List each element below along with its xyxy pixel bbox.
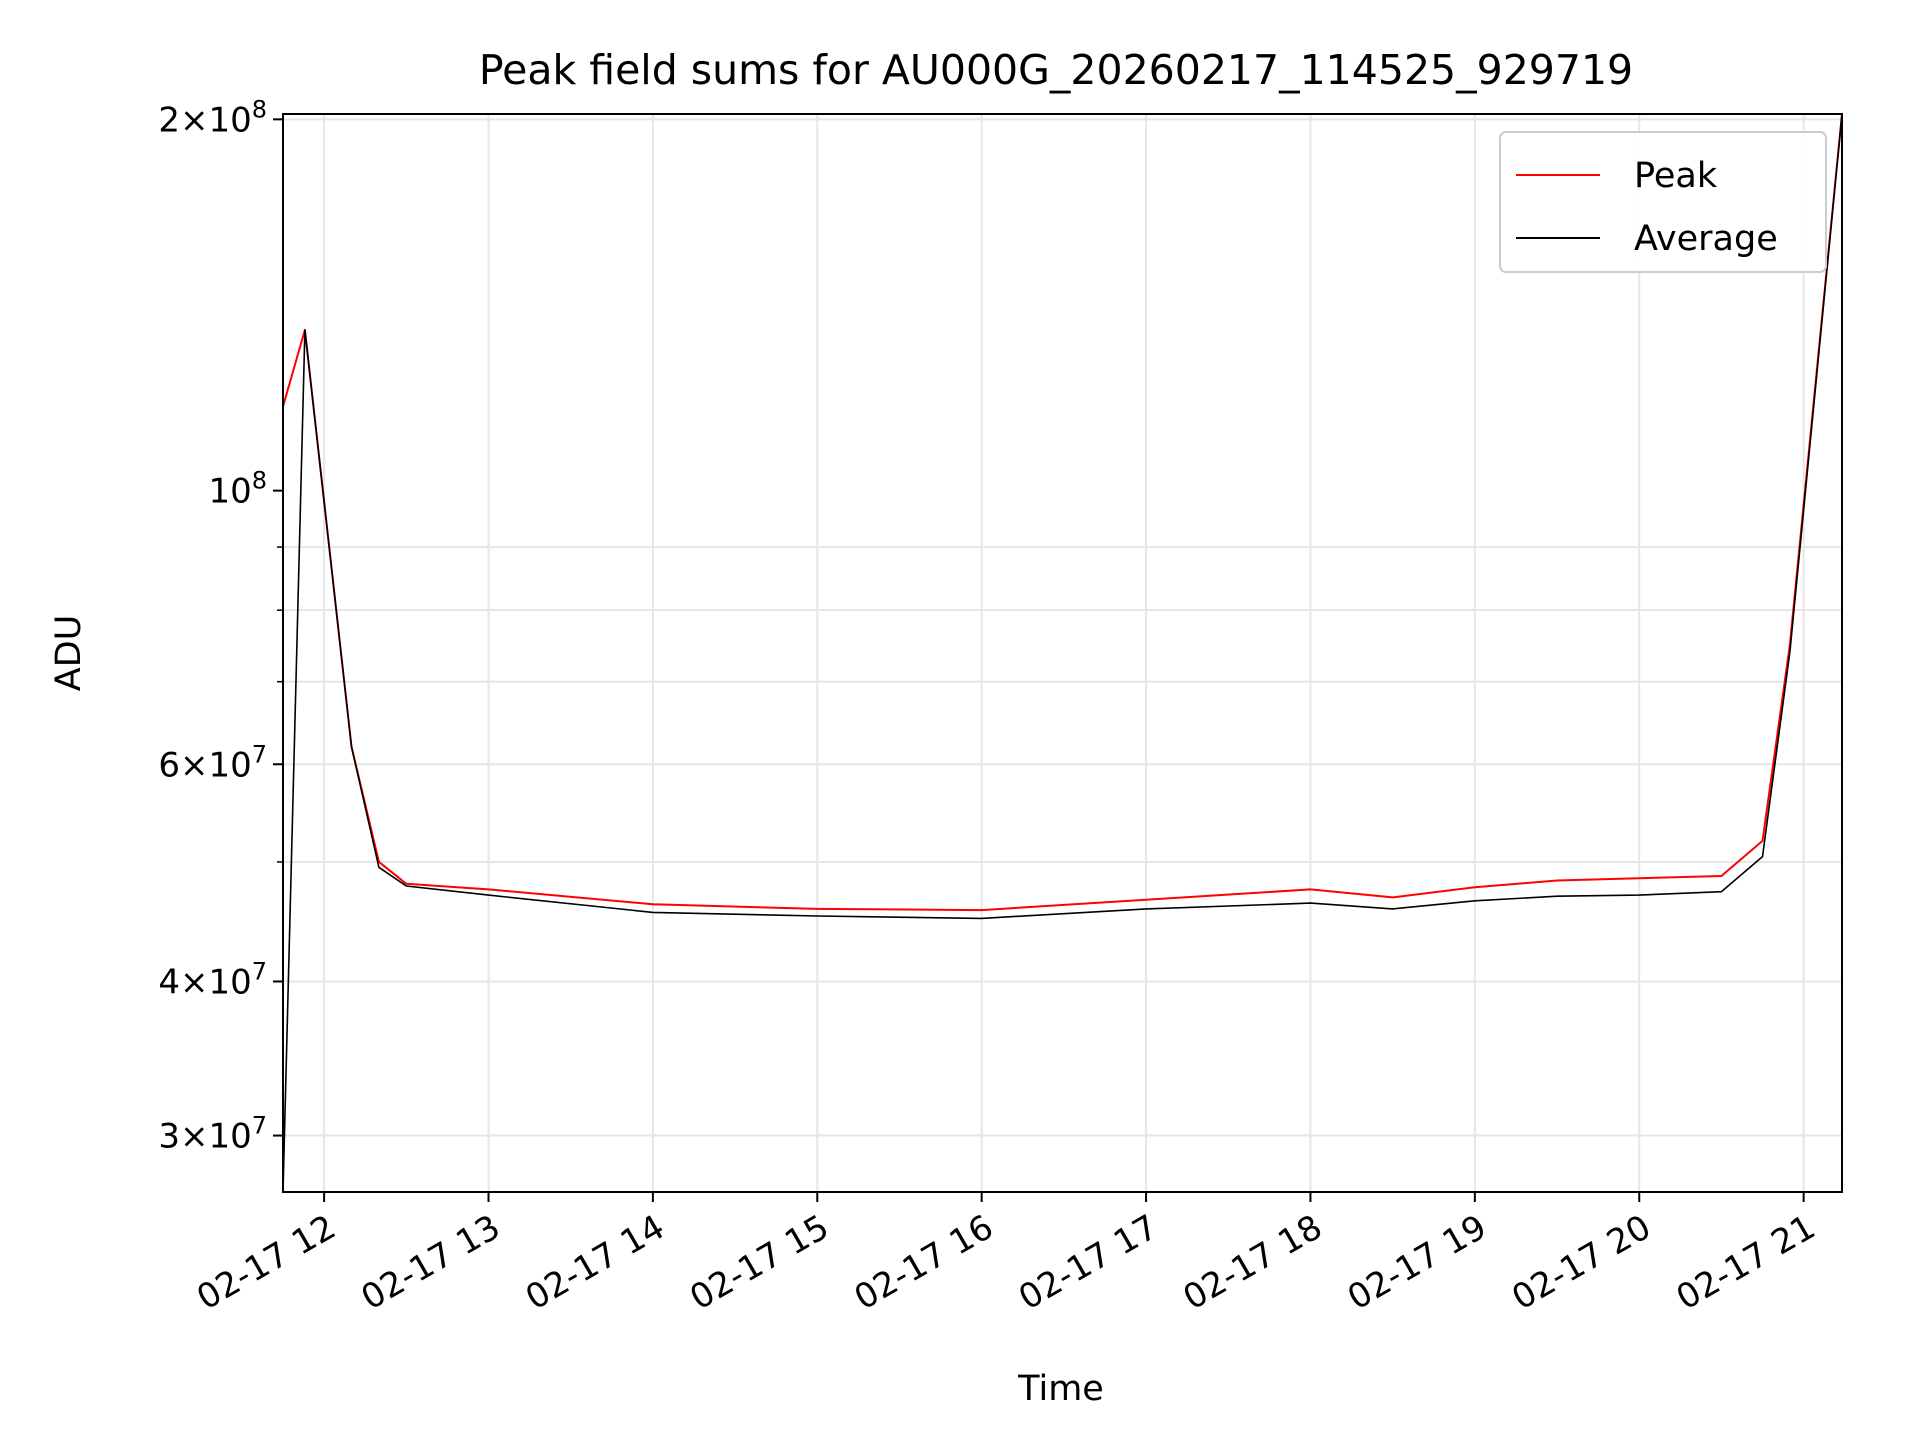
y-tick-times: ×10	[180, 1117, 252, 1157]
y-tick-exponent: 7	[252, 957, 267, 985]
x-axis-label: Time	[1017, 1369, 1104, 1409]
y-tick-exponent: 8	[252, 95, 267, 123]
chart-title: Peak field sums for AU000G_20260217_1145…	[479, 46, 1633, 94]
y-tick-label: 3×107	[158, 1112, 267, 1157]
y-tick-times: ×10	[180, 962, 252, 1002]
y-tick-base: 4	[158, 962, 180, 1002]
y-tick-exponent: 7	[252, 1112, 267, 1140]
y-tick-label: 6×107	[158, 740, 267, 785]
legend-label: Average	[1634, 219, 1778, 259]
y-tick-base: 6	[158, 745, 180, 785]
y-tick-ten: 10	[208, 472, 251, 512]
series-line-average	[282, 113, 1843, 1193]
y-tick-label: 108	[208, 467, 267, 512]
y-tick-exponent: 8	[252, 467, 267, 495]
y-tick-exponent: 7	[252, 740, 267, 768]
y-tick-label: 4×107	[158, 957, 267, 1002]
plot-frame	[282, 113, 1843, 1193]
y-tick-label: 2×108	[158, 95, 267, 140]
grid	[283, 114, 1842, 1192]
y-tick-base: 2	[158, 100, 180, 140]
y-tick-base: 3	[158, 1117, 180, 1157]
y-tick-times: ×10	[180, 745, 252, 785]
legend: Peak Average	[1499, 131, 1827, 273]
series-layer	[282, 113, 1843, 1193]
y-tick-times: ×10	[180, 100, 252, 140]
y-axis-label: ADU	[49, 615, 89, 692]
legend-label: Peak	[1634, 156, 1718, 196]
